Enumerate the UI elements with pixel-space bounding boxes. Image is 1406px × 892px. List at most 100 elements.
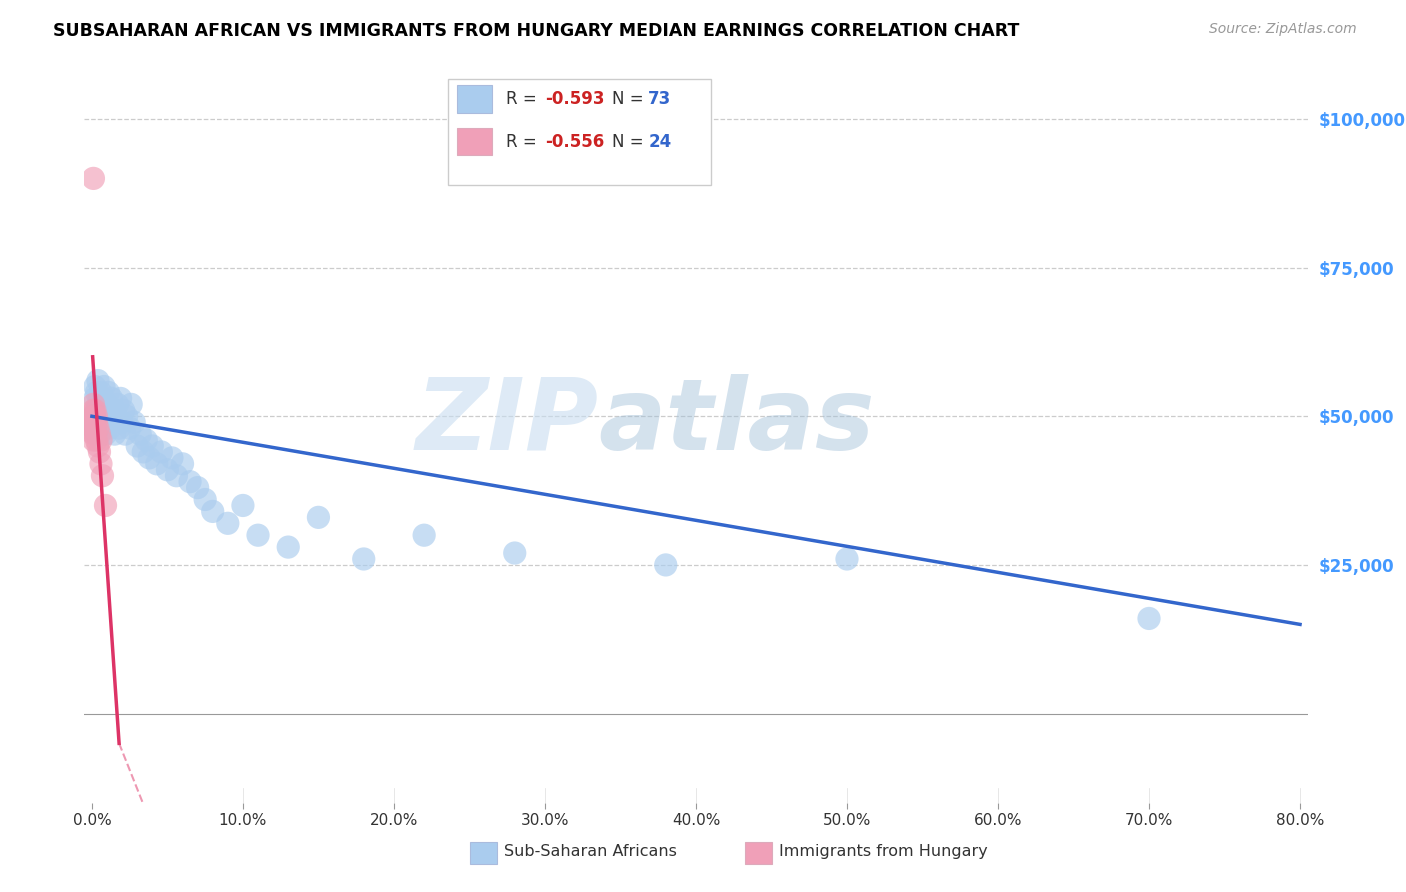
Text: Sub-Saharan Africans: Sub-Saharan Africans: [503, 845, 676, 859]
Point: [90, 433, 112, 447]
Text: N =: N =: [612, 133, 648, 151]
Point: [1137, 611, 1160, 625]
FancyBboxPatch shape: [447, 78, 710, 185]
Point: [413, 528, 436, 542]
Point: [115, 409, 138, 424]
Point: [655, 558, 678, 572]
Point: [172, 457, 194, 471]
Point: [89, 445, 111, 459]
Point: [94, 499, 117, 513]
Text: Source: ZipAtlas.com: Source: ZipAtlas.com: [1209, 22, 1357, 37]
Point: [141, 439, 163, 453]
Point: [87, 374, 110, 388]
Point: [107, 397, 129, 411]
Text: SUBSAHARAN AFRICAN VS IMMIGRANTS FROM HUNGARY MEDIAN EARNINGS CORRELATION CHART: SUBSAHARAN AFRICAN VS IMMIGRANTS FROM HU…: [53, 22, 1019, 40]
Point: [87, 421, 110, 435]
Point: [86, 385, 108, 400]
Point: [90, 385, 112, 400]
Point: [97, 403, 120, 417]
Point: [114, 427, 136, 442]
Text: ZIP: ZIP: [415, 374, 598, 471]
Point: [98, 421, 121, 435]
Point: [89, 427, 111, 442]
Text: Immigrants from Hungary: Immigrants from Hungary: [779, 845, 988, 859]
Point: [86, 427, 108, 442]
FancyBboxPatch shape: [457, 86, 492, 113]
Point: [232, 499, 254, 513]
Point: [84, 415, 107, 429]
FancyBboxPatch shape: [470, 841, 496, 863]
Point: [96, 397, 118, 411]
Point: [110, 392, 132, 406]
Point: [86, 415, 108, 429]
Point: [156, 463, 179, 477]
Point: [84, 409, 107, 424]
FancyBboxPatch shape: [457, 128, 492, 155]
Point: [91, 415, 114, 429]
Point: [82, 409, 104, 424]
Point: [160, 450, 183, 465]
Point: [91, 392, 114, 406]
Point: [86, 403, 108, 417]
Point: [86, 433, 108, 447]
Point: [90, 457, 112, 471]
Point: [217, 516, 239, 531]
Point: [103, 427, 125, 442]
Point: [96, 415, 118, 429]
Point: [100, 392, 122, 406]
Point: [503, 546, 526, 560]
Text: atlas: atlas: [598, 374, 875, 471]
Point: [91, 468, 114, 483]
Point: [166, 468, 188, 483]
Point: [111, 415, 134, 429]
Point: [94, 409, 117, 424]
Point: [307, 510, 329, 524]
Point: [93, 379, 115, 393]
Point: [277, 540, 299, 554]
Text: 24: 24: [648, 133, 672, 151]
Point: [86, 409, 108, 424]
Point: [103, 403, 125, 417]
Point: [84, 392, 107, 406]
Point: [146, 457, 169, 471]
Point: [98, 409, 121, 424]
Point: [93, 403, 115, 417]
Point: [84, 421, 107, 435]
Point: [179, 475, 201, 489]
Point: [89, 421, 111, 435]
Point: [112, 403, 135, 417]
Point: [247, 528, 270, 542]
Point: [135, 433, 157, 447]
Text: R =: R =: [506, 133, 543, 151]
Point: [120, 397, 142, 411]
Point: [132, 445, 155, 459]
Point: [82, 171, 104, 186]
Point: [90, 409, 112, 424]
Point: [89, 392, 111, 406]
Point: [94, 427, 117, 442]
Point: [82, 397, 104, 411]
Point: [84, 427, 107, 442]
Point: [82, 421, 104, 435]
Point: [84, 415, 107, 429]
Point: [87, 439, 110, 453]
Point: [87, 397, 110, 411]
Point: [122, 415, 145, 429]
Point: [97, 385, 120, 400]
Point: [82, 409, 104, 424]
Point: [138, 450, 160, 465]
FancyBboxPatch shape: [745, 841, 772, 863]
Point: [82, 415, 104, 429]
Point: [150, 445, 173, 459]
Point: [187, 481, 209, 495]
Text: N =: N =: [612, 90, 648, 108]
Point: [353, 552, 375, 566]
Point: [90, 403, 112, 417]
Point: [101, 415, 124, 429]
Point: [201, 504, 224, 518]
Point: [82, 427, 104, 442]
Point: [108, 421, 131, 435]
Point: [194, 492, 217, 507]
Point: [129, 427, 152, 442]
Text: -0.556: -0.556: [546, 133, 605, 151]
